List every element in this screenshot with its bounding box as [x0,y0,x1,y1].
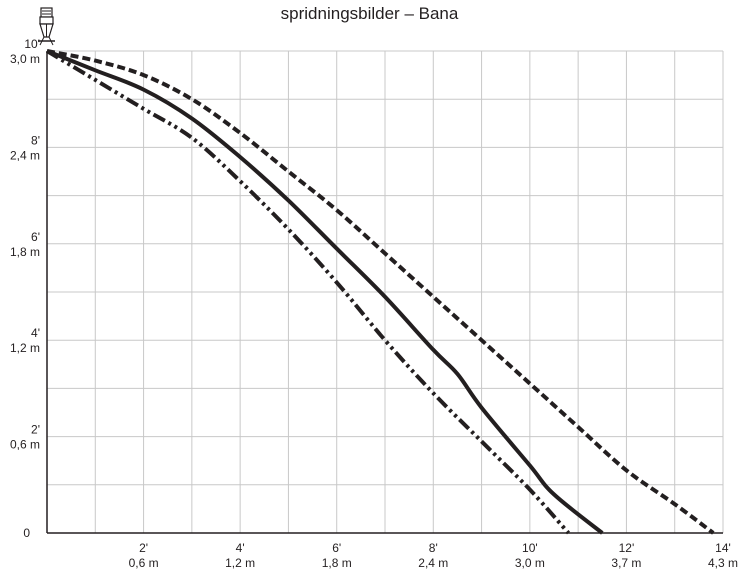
x-tick-label-ft: 2' [139,541,148,555]
series-line-dash-dot-dot [45,49,570,535]
x-tick-label-m: 3,0 m [515,556,545,570]
x-tick-label-m: 1,8 m [322,556,352,570]
x-tick-labels: 2'0,6 m 4'1,2 m 6'1,8 m 8'2,4 m 10'3,0 m 12'3… [129,541,738,570]
x-tick-label-ft: 10' [522,541,538,555]
y-tick-label-m: 3,0 m [10,52,40,66]
x-tick-label-m: 3,7 m [611,556,641,570]
x-tick-label-m: 1,2 m [225,556,255,570]
axes [46,51,723,534]
y-tick-label-ft: 8' [31,133,40,147]
y-tick-label-m: 1,2 m [10,341,40,355]
x-tick-label-m: 0,6 m [129,556,159,570]
series-group [45,49,715,535]
y-tick-label-ft: 6' [31,230,40,244]
grid [47,50,724,533]
x-tick-label-m: 4,3 m [708,556,738,570]
x-tick-label-ft: 6' [332,541,341,555]
x-tick-label-m: 2,4 m [418,556,448,570]
y-tick-label-m: 1,8 m [10,245,40,259]
chart-title: spridningsbilder – Bana [280,4,459,23]
x-tick-label-ft: 12' [619,541,635,555]
y-tick-label-ft: 2' [31,423,40,437]
x-tick-label-ft: 8' [429,541,438,555]
y-tick-label-ft: 10' [24,37,40,51]
y-tick-label-m: 0,6 m [10,438,40,452]
y-tick-label-ft: 0 [23,526,30,540]
x-tick-label-ft: 4' [236,541,245,555]
series-line-dashed [46,49,715,535]
y-tick-labels: 0 2'0,6 m 4'1,2 m 6'1,8 m 8'2,4 m 10'3,0 m [10,37,40,540]
series-line-solid [46,49,604,535]
y-tick-label-ft: 4' [31,326,40,340]
x-tick-label-ft: 14' [715,541,731,555]
sprinkler-nozzle-icon [38,7,55,46]
y-tick-label-m: 2,4 m [10,148,40,162]
